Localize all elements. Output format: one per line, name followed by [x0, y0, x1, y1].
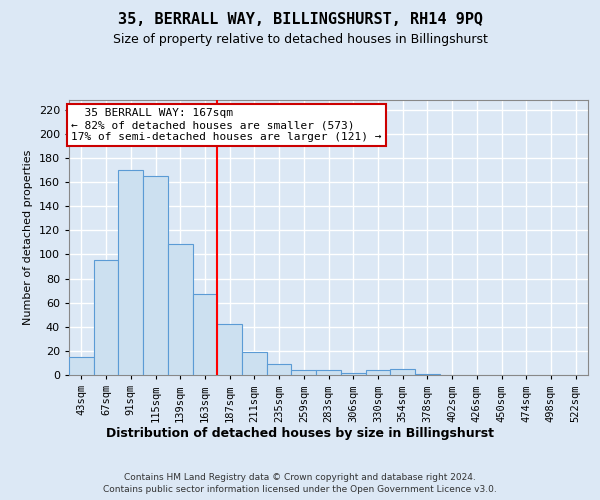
Bar [242, 352, 267, 375]
Bar [292, 370, 316, 375]
Bar [118, 170, 143, 375]
Text: 35, BERRALL WAY, BILLINGSHURST, RH14 9PQ: 35, BERRALL WAY, BILLINGSHURST, RH14 9PQ [118, 12, 482, 28]
Bar [316, 370, 341, 375]
Bar [415, 374, 440, 375]
Bar [143, 176, 168, 375]
Text: Contains HM Land Registry data © Crown copyright and database right 2024.: Contains HM Land Registry data © Crown c… [124, 472, 476, 482]
Bar [168, 244, 193, 375]
Text: 35 BERRALL WAY: 167sqm  
← 82% of detached houses are smaller (573)
17% of semi-: 35 BERRALL WAY: 167sqm ← 82% of detached… [71, 108, 382, 142]
Y-axis label: Number of detached properties: Number of detached properties [23, 150, 33, 325]
Text: Contains public sector information licensed under the Open Government Licence v3: Contains public sector information licen… [103, 485, 497, 494]
Text: Distribution of detached houses by size in Billingshurst: Distribution of detached houses by size … [106, 428, 494, 440]
Bar [217, 324, 242, 375]
Bar [365, 370, 390, 375]
Bar [193, 294, 217, 375]
Bar [341, 372, 365, 375]
Bar [94, 260, 118, 375]
Text: Size of property relative to detached houses in Billingshurst: Size of property relative to detached ho… [113, 32, 487, 46]
Bar [390, 369, 415, 375]
Bar [69, 357, 94, 375]
Bar [267, 364, 292, 375]
